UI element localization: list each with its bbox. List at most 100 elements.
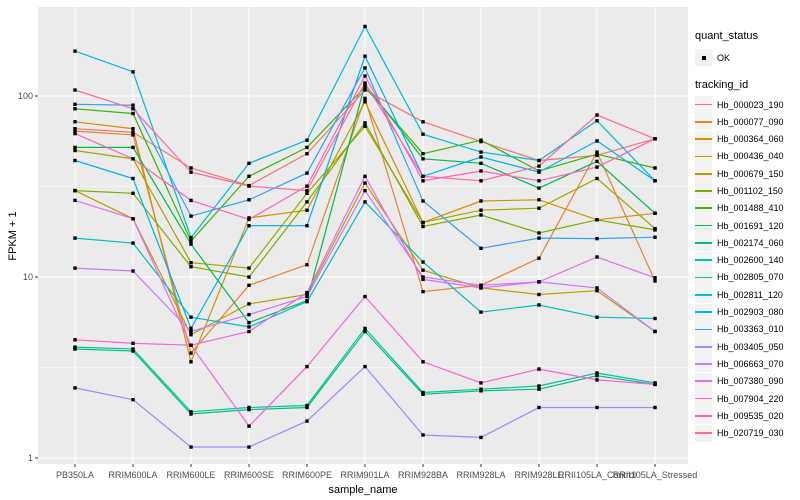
- data-point: [363, 66, 367, 70]
- data-point: [131, 241, 135, 245]
- data-point: [595, 255, 599, 259]
- data-point: [363, 326, 367, 331]
- data-point: [247, 407, 251, 412]
- data-point: [247, 198, 251, 202]
- data-point: [305, 405, 309, 410]
- legend-entry-label: Hb_002600_140: [717, 255, 784, 266]
- legend-entry: Hb_009535_020: [695, 407, 799, 425]
- data-point: [73, 158, 77, 163]
- data-point: [479, 310, 483, 314]
- data-point: [131, 107, 135, 111]
- data-point: [131, 127, 135, 131]
- data-point: [421, 224, 425, 229]
- data-point: [73, 49, 77, 53]
- data-point: [653, 166, 657, 170]
- data-point: [189, 410, 193, 414]
- data-point: [73, 345, 77, 349]
- legend-quant-status-title: quant_status: [695, 30, 758, 42]
- legend-entry-label: Hb_000077_090: [717, 116, 784, 127]
- legend-line-icon: [695, 155, 712, 158]
- legend-line-icon: [695, 172, 712, 175]
- legend-line-icon: [695, 432, 712, 434]
- data-point: [421, 275, 425, 279]
- data-point: [363, 54, 367, 58]
- data-point: [479, 169, 483, 173]
- data-point: [479, 246, 483, 250]
- data-point: [73, 338, 77, 342]
- legend-key-swatch: [695, 199, 712, 217]
- legend-entry: Hb_000023_190: [695, 96, 799, 113]
- data-point: [189, 343, 193, 347]
- data-point: [537, 186, 541, 190]
- data-point: [595, 315, 599, 319]
- data-point: [363, 294, 367, 299]
- legend-key-swatch: [695, 268, 712, 286]
- data-point: [363, 24, 367, 29]
- data-point: [421, 220, 425, 225]
- data-point: [131, 191, 135, 195]
- x-tick-label: RRII105LA_Control: [558, 470, 636, 480]
- data-point: [479, 150, 483, 154]
- legend-key-swatch: [695, 182, 712, 200]
- data-point: [73, 129, 77, 133]
- y-tick-label: 10: [23, 272, 33, 282]
- legend-entries: Hb_000023_190 Hb_000077_090 Hb_000364_060 H…: [695, 96, 799, 442]
- data-point: [305, 419, 309, 423]
- legend-key-swatch: [695, 338, 712, 356]
- data-point: [131, 217, 135, 221]
- x-tick-label: RRII105LA_Stressed: [613, 470, 698, 480]
- data-point: [595, 150, 599, 154]
- data-point: [305, 263, 309, 267]
- data-point: [189, 261, 193, 265]
- data-point: [363, 96, 367, 101]
- data-point: [595, 371, 599, 375]
- legend-tracking-id-title: tracking_id: [695, 79, 749, 91]
- x-tick-label: RRIM600SE: [224, 470, 274, 480]
- data-point: [131, 103, 135, 107]
- data-point: [363, 174, 367, 178]
- data-point: [247, 283, 251, 287]
- legend-entry-label: Hb_000436_040: [717, 151, 784, 162]
- data-point: [421, 157, 425, 161]
- legend-entry-label: Hb_002903_080: [717, 307, 784, 318]
- legend-line-icon: [695, 103, 712, 106]
- data-point: [653, 316, 657, 321]
- x-tick-label: RRIM928LE: [514, 470, 563, 480]
- data-point: [421, 260, 425, 264]
- data-point: [131, 145, 135, 150]
- data-point: [537, 387, 541, 391]
- data-point: [537, 158, 541, 163]
- data-point: [479, 138, 483, 142]
- data-point: [479, 286, 483, 290]
- legend-entry: Hb_002600_140: [695, 251, 799, 269]
- data-point: [73, 386, 77, 390]
- legend-key-swatch: [695, 130, 712, 148]
- data-point: [305, 191, 309, 195]
- legend-line-icon: [695, 259, 712, 262]
- data-point: [189, 214, 193, 218]
- y-tick-label: 100: [18, 91, 33, 101]
- legend-entry: Hb_000436_040: [695, 147, 799, 165]
- legend-key-swatch: [695, 234, 712, 252]
- x-tick-label: RRIM901LA: [340, 470, 389, 480]
- legend-entry: Hb_006663_070: [695, 355, 799, 373]
- data-point: [421, 152, 425, 156]
- data-point: [537, 164, 541, 168]
- data-point: [73, 120, 77, 124]
- data-point: [363, 181, 367, 185]
- data-point: [363, 329, 367, 334]
- data-point: [537, 231, 541, 235]
- data-point: [537, 384, 541, 388]
- legend-entry-label: Hb_003405_050: [717, 341, 784, 352]
- legend-entry: Hb_007904_220: [695, 390, 799, 408]
- data-point: [479, 283, 483, 287]
- plot-layer: 1 10 100 PB350LA RRIM600LA RRIM600LE RRIM600SE…: [18, 7, 697, 480]
- data-point: [305, 292, 309, 297]
- data-point: [595, 405, 599, 410]
- data-point: [131, 347, 135, 351]
- legend-key-swatch: [695, 372, 712, 390]
- data-point: [247, 266, 251, 270]
- legend-entry-label: Hb_001102_150: [717, 185, 783, 196]
